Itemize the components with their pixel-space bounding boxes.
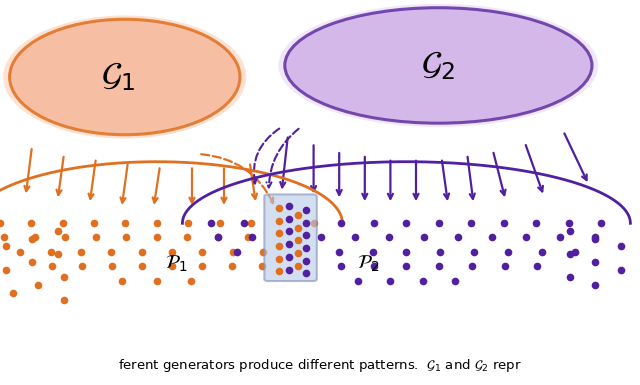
FancyBboxPatch shape bbox=[264, 194, 317, 281]
Text: $\mathcal{P}_1$: $\mathcal{P}_1$ bbox=[164, 254, 188, 274]
Text: $\mathcal{P}_2$: $\mathcal{P}_2$ bbox=[356, 254, 380, 274]
Text: ferent generators produce different patterns.  $\mathcal{G}_1$ and $\mathcal{G}_: ferent generators produce different patt… bbox=[118, 357, 522, 374]
Ellipse shape bbox=[3, 15, 246, 139]
Text: $\mathcal{G}_2$: $\mathcal{G}_2$ bbox=[421, 49, 456, 82]
Ellipse shape bbox=[10, 19, 240, 135]
Text: $\mathcal{G}_1$: $\mathcal{G}_1$ bbox=[101, 61, 136, 93]
Ellipse shape bbox=[278, 4, 598, 127]
Ellipse shape bbox=[285, 8, 592, 123]
